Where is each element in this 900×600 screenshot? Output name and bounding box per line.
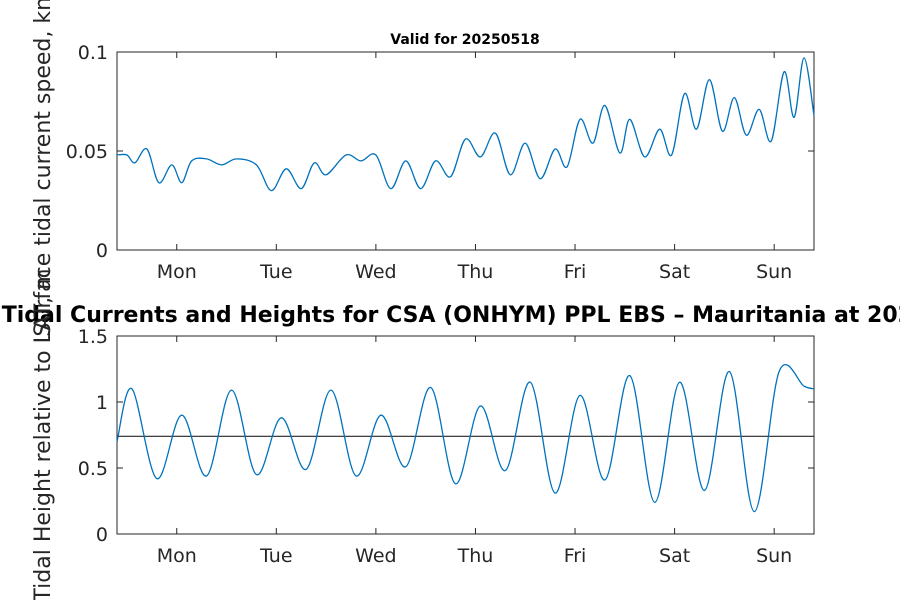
- tidal-height-ylabel: Tidal Height relative to LAT, m: [31, 268, 56, 600]
- y-tick-label: 0: [96, 240, 108, 262]
- y-tick-label: 0.05: [66, 141, 108, 163]
- y-tick-label: 1.5: [78, 326, 108, 348]
- tidal-height-series-line: [116, 364, 815, 513]
- x-tick-label: Thu: [457, 545, 494, 567]
- x-tick-label: Mon: [157, 261, 197, 283]
- y-tick-label: 0.5: [78, 458, 108, 480]
- x-tick-label: Thu: [457, 261, 494, 283]
- current-speed-ylabel: Surface tidal current speed, knots: [31, 0, 56, 337]
- y-tick-label: 0.1: [78, 42, 108, 64]
- current-speed-plot-area: [116, 51, 815, 251]
- current-speed-chart: Valid for 20250518 Surface tidal current…: [31, 0, 815, 337]
- x-tick-label: Mon: [157, 545, 197, 567]
- x-tick-label: Sat: [659, 261, 690, 283]
- y-tick-label: 1: [96, 392, 108, 414]
- x-tick-label: Fri: [564, 261, 587, 283]
- tidal-height-title: Tidal Currents and Heights for CSA (ONHY…: [2, 303, 900, 328]
- x-tick-label: Tue: [259, 261, 292, 283]
- x-tick-label: Sun: [756, 261, 792, 283]
- current-speed-title: Valid for 20250518: [390, 32, 539, 48]
- x-tick-label: Tue: [259, 545, 292, 567]
- x-tick-label: Wed: [355, 545, 396, 567]
- x-tick-label: Sat: [659, 545, 690, 567]
- current-speed-series-line: [116, 57, 815, 192]
- x-tick-label: Sun: [756, 545, 792, 567]
- y-tick-label: 0: [96, 524, 108, 546]
- x-tick-label: Wed: [355, 261, 396, 283]
- x-tick-label: Fri: [564, 545, 587, 567]
- tidal-height-plot-area: [116, 335, 815, 535]
- tidal-height-chart: Tidal Currents and Heights for CSA (ONHY…: [2, 268, 900, 600]
- tidal-height-axes: 0 0.5 1 1.5 Mon Tue Wed Thu Fri Sat Sun: [78, 326, 814, 567]
- current-speed-axes: 0 0.05 0.1 Mon Tue Wed Thu Fri Sat Sun: [66, 42, 814, 283]
